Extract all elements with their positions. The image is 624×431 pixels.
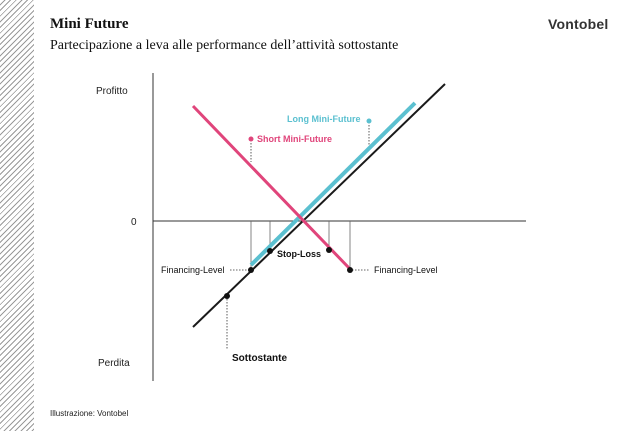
marker-financing-right <box>347 267 353 273</box>
axis-label-zero: 0 <box>131 217 137 228</box>
marker-long-label <box>366 118 372 124</box>
long-mini-future-line <box>249 101 417 267</box>
label-financing-level-left: Financing-Level <box>161 265 225 275</box>
label-stop-loss: Stop-Loss <box>277 249 321 259</box>
underlying-line <box>192 83 446 328</box>
brand-logo: Vontobel <box>548 16 609 32</box>
label-short-mini-future: Short Mini-Future <box>257 134 332 144</box>
label-sottostante: Sottostante <box>232 353 287 364</box>
marker-underlying <box>224 293 230 299</box>
page-title: Mini Future <box>50 16 129 32</box>
marker-stop-loss-left <box>267 248 273 254</box>
marker-financing-left <box>248 267 254 273</box>
page-subtitle: Partecipazione a leva alle performance d… <box>50 38 399 53</box>
marker-stop-loss-right <box>326 247 332 253</box>
label-long-mini-future: Long Mini-Future <box>287 114 360 124</box>
illustration-credit: Illustrazione: Vontobel <box>50 409 129 418</box>
marker-short-label <box>248 136 254 142</box>
axis-label-top: Profitto <box>96 86 128 97</box>
label-financing-level-right: Financing-Level <box>374 265 438 275</box>
axis-label-bottom: Perdita <box>98 358 130 369</box>
short-mini-future-line <box>191 104 352 271</box>
hatched-border <box>0 0 34 431</box>
